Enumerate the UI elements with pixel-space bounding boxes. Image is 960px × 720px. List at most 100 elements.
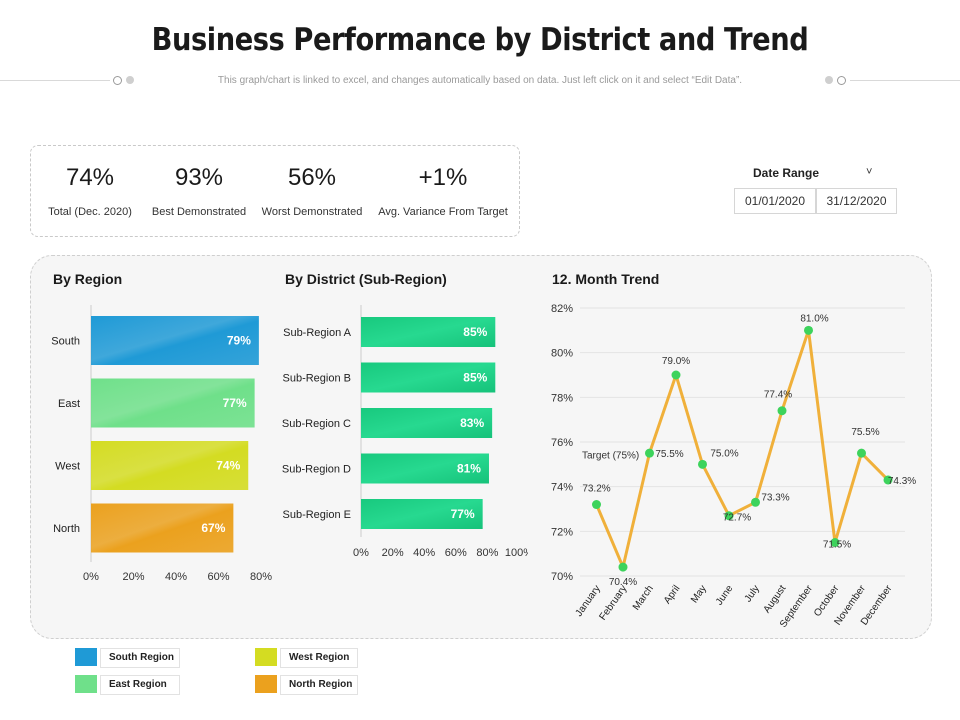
district-category-label: Sub-Region B <box>283 373 352 385</box>
trend-point <box>830 538 840 547</box>
region-bar <box>91 441 249 490</box>
district-tick-label: 80% <box>476 547 498 559</box>
region-bar-chart: 79% South 77% East 74% West 67% North 0% 20% 40% 60… <box>51 305 272 583</box>
district-bar-value-label: 83% <box>460 416 484 430</box>
trend-tick-label: 72% <box>551 526 573 538</box>
trend-tick-label: 82% <box>551 303 573 315</box>
date-range-start[interactable]: 01/01/2020 <box>734 188 816 214</box>
trend-point <box>645 448 654 458</box>
page-subtitle: This graph/chart is linked to excel, and… <box>217 75 743 86</box>
trend-value-label: 75.5% <box>851 427 879 438</box>
kpi-label: Best Demonstrated <box>151 206 247 218</box>
district-category-label: Sub-Region A <box>283 327 352 339</box>
page-title: Business Performance by District and Tre… <box>151 22 809 58</box>
legend-swatch-west <box>255 648 277 666</box>
region-chart-title: By Region <box>53 271 123 287</box>
trend-value-label: 75.0% <box>710 448 738 459</box>
trend-category-label: April <box>662 583 682 606</box>
district-bar <box>361 408 493 438</box>
trend-point <box>698 459 707 469</box>
divider-left <box>0 80 110 81</box>
trend-value-label: 72.7% <box>723 513 751 524</box>
region-tick-label: 40% <box>165 571 187 583</box>
chevron-down-icon[interactable]: ˅ <box>866 166 873 178</box>
trend-point <box>883 475 893 485</box>
kpi-best: 93% Best Demonstrated <box>149 164 249 218</box>
trend-category-label: July <box>743 583 762 604</box>
legend-swatch-north <box>255 675 277 693</box>
trend-value-label: 74.3% <box>888 476 916 487</box>
district-bar-value-label: 85% <box>463 325 487 339</box>
district-bar <box>361 453 489 484</box>
legend-label-north: North Region <box>280 675 358 695</box>
trend-tick-label: 78% <box>551 392 573 404</box>
trend-line <box>595 328 890 569</box>
trend-tick-label: 74% <box>551 482 573 494</box>
trend-value-label: 73.3% <box>761 492 789 503</box>
trend-point <box>724 511 734 521</box>
region-category-label: West <box>55 461 80 473</box>
trend-point <box>671 370 681 380</box>
district-tick-label: 0% <box>353 547 369 559</box>
date-range-label: Date Range <box>753 166 820 180</box>
trend-point <box>751 497 760 507</box>
hollow-dot-icon <box>113 76 122 85</box>
legend-label-west: West Region <box>280 648 358 668</box>
dot-icon <box>126 76 134 84</box>
district-bar-value-label: 85% <box>463 371 487 385</box>
district-tick-label: 60% <box>445 547 467 559</box>
target-annotation: Target (75%) <box>582 450 639 461</box>
trend-value-label: 81.0% <box>800 313 828 324</box>
kpi-value: 56% <box>287 164 337 191</box>
trend-tick-label: 80% <box>551 348 573 360</box>
region-bar-value-label: 79% <box>227 334 251 348</box>
district-category-label: Sub-Region E <box>283 509 352 521</box>
kpi-label: Worst Demonstrated <box>261 206 363 218</box>
trend-value-label: 77.4% <box>764 390 792 401</box>
trend-line-chart: 70% 72% 74% 76% 78% 80% 82% 73.2% 70.4% 75.5% 79.0… <box>551 303 916 630</box>
region-tick-label: 80% <box>250 571 272 583</box>
region-bar-value-label: 67% <box>201 521 225 535</box>
legend-swatch-east <box>75 675 97 693</box>
trend-point <box>804 325 813 335</box>
kpi-value: 93% <box>174 164 224 191</box>
district-tick-label: 40% <box>413 547 435 559</box>
district-bar <box>361 362 496 393</box>
kpi-value: 74% <box>65 164 115 191</box>
dot-icon <box>825 76 833 84</box>
kpi-panel: 74% Total (Dec. 2020) 93% Best Demonstra… <box>30 145 520 237</box>
district-tick-label: 20% <box>382 547 404 559</box>
region-bar-value-label: 77% <box>223 396 247 410</box>
kpi-worst: 56% Worst Demonstrated <box>259 164 365 218</box>
trend-category-label: August <box>762 583 789 615</box>
region-tick-label: 60% <box>207 571 229 583</box>
region-category-label: East <box>58 398 80 410</box>
trend-point <box>777 406 787 416</box>
district-bar-chart: 85% Sub-Region A 85% Sub-Region B 83% Sub-Reg… <box>282 305 528 559</box>
trend-category-label: May <box>689 583 709 605</box>
region-bar <box>91 378 255 428</box>
region-category-label: South <box>51 336 80 348</box>
legend-swatch-south <box>75 648 97 666</box>
district-bar <box>361 499 483 529</box>
kpi-total: 74% Total (Dec. 2020) <box>31 164 149 218</box>
trend-point <box>592 500 601 510</box>
trend-value-label: 70.4% <box>609 577 637 588</box>
district-bar <box>361 317 496 347</box>
trend-point <box>618 562 628 572</box>
region-category-label: North <box>53 523 80 535</box>
trend-point <box>857 448 866 458</box>
legend-label-east: East Region <box>100 675 180 695</box>
district-category-label: Sub-Region C <box>282 418 351 430</box>
trend-tick-label: 76% <box>551 437 573 449</box>
date-range-end[interactable]: 31/12/2020 <box>816 188 897 214</box>
trend-category-label: June <box>714 583 736 607</box>
district-tick-label: 100% <box>505 547 528 559</box>
kpi-variance: +1% Avg. Variance From Target <box>375 164 511 218</box>
region-bar <box>91 503 234 553</box>
legend-label-south: South Region <box>100 648 180 668</box>
kpi-value: +1% <box>418 164 468 191</box>
hollow-dot-icon <box>837 76 846 85</box>
region-bar <box>91 316 259 365</box>
trend-value-label: 73.2% <box>582 484 610 495</box>
